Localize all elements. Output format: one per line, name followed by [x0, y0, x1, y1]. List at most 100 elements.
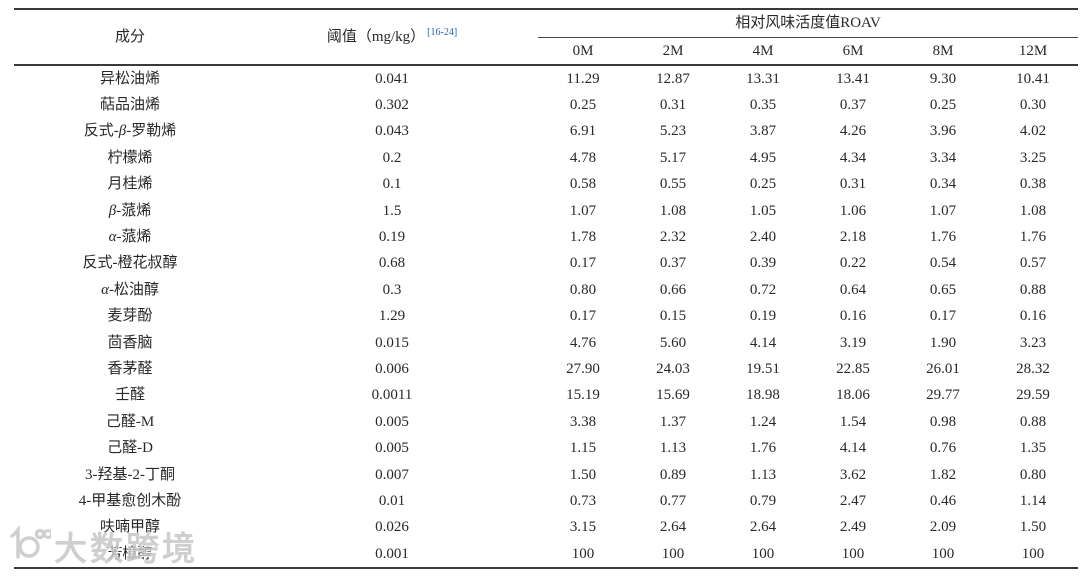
roav-value-6M: 3.19 — [839, 334, 867, 351]
roav-value-4M: 1.05 — [749, 202, 777, 219]
roav-value-2M: 1.13 — [659, 440, 687, 457]
roav-value-12M: 28.32 — [1016, 360, 1050, 377]
compound-name: 异松油烯 — [99, 70, 160, 87]
citation-link[interactable]: [16-24] — [427, 26, 458, 38]
compound-name: 芳樟醇 — [107, 545, 153, 562]
roav-value-0M: 1.07 — [569, 202, 597, 219]
roav-value-12M: 0.16 — [1019, 308, 1047, 325]
roav-value-2M: 0.89 — [659, 466, 687, 483]
roav-value-4M: 13.31 — [746, 70, 780, 87]
roav-value-6M: 2.49 — [839, 519, 867, 536]
roav-value-4M: 2.64 — [749, 519, 777, 536]
roav-value-0M: 3.15 — [569, 519, 597, 536]
roav-value-12M: 0.57 — [1019, 255, 1047, 272]
table-row: 香茅醛 0.006 27.90 24.03 19.51 22.85 26.01 28.32 — [14, 356, 1078, 382]
roav-value-2M: 0.66 — [659, 281, 687, 298]
roav-value-12M: 3.23 — [1019, 334, 1047, 351]
roav-table: 成分 阈值（mg/kg） [16-24] 相对风味活度值ROAV 0M 2M 4M 6M… — [14, 8, 1078, 570]
header-row-main: 成分 阈值（mg/kg） [16-24] 相对风味活度值ROAV — [14, 9, 1078, 44]
header-threshold: 阈值（mg/kg） [16-24] — [246, 9, 538, 65]
roav-value-6M: 4.26 — [839, 123, 867, 140]
roav-value-6M: 100 — [841, 545, 865, 562]
compound-name: 麦芽酚 — [107, 308, 153, 325]
roav-value-6M: 4.14 — [839, 440, 867, 457]
roav-value-4M: 1.13 — [749, 466, 777, 483]
threshold-value: 0.68 — [378, 255, 406, 272]
roav-value-8M: 29.77 — [926, 387, 960, 404]
roav-value-0M: 15.19 — [566, 387, 600, 404]
compound-name: 呋喃甲醇 — [99, 519, 160, 536]
table-row: 反式-橙花叔醇 0.68 0.17 0.37 0.39 0.22 0.54 0.57 — [14, 251, 1078, 277]
roav-value-0M: 4.78 — [569, 149, 597, 166]
threshold-value: 0.005 — [375, 440, 409, 457]
compound-name: 萜品油烯 — [99, 97, 160, 114]
month-header-12M: 12M — [1018, 42, 1048, 59]
roav-value-6M: 0.22 — [839, 255, 867, 272]
roav-value-0M: 4.76 — [569, 334, 597, 351]
threshold-value: 0.007 — [375, 466, 409, 483]
roav-value-8M: 0.34 — [929, 176, 957, 193]
roav-value-8M: 1.82 — [929, 466, 957, 483]
roav-value-2M: 2.32 — [659, 229, 687, 246]
roav-value-4M: 0.39 — [749, 255, 777, 272]
roav-value-4M: 0.19 — [749, 308, 777, 325]
roav-value-8M: 0.65 — [929, 281, 957, 298]
roav-value-4M: 0.79 — [749, 492, 777, 509]
compound-name: 反式-β-罗勒烯 — [83, 123, 177, 140]
roav-value-4M: 4.95 — [749, 149, 777, 166]
roav-value-6M: 4.34 — [839, 149, 867, 166]
threshold-value: 0.006 — [375, 360, 409, 377]
roav-value-2M: 15.69 — [656, 387, 690, 404]
header-threshold-label: 阈值（mg/kg） — [326, 28, 426, 45]
month-header-6M: 6M — [842, 42, 864, 59]
roav-value-12M: 0.88 — [1019, 281, 1047, 298]
roav-value-12M: 4.02 — [1019, 123, 1047, 140]
roav-value-12M: 0.80 — [1019, 466, 1047, 483]
roav-value-8M: 2.09 — [929, 519, 957, 536]
roav-value-8M: 0.76 — [929, 440, 957, 457]
roav-value-2M: 5.60 — [659, 334, 687, 351]
roav-value-12M: 29.59 — [1016, 387, 1050, 404]
threshold-value: 1.29 — [378, 308, 406, 325]
roav-value-6M: 22.85 — [836, 360, 870, 377]
roav-value-2M: 5.17 — [659, 149, 687, 166]
roav-value-4M: 2.40 — [749, 229, 777, 246]
roav-value-6M: 2.47 — [839, 492, 867, 509]
roav-value-4M: 0.72 — [749, 281, 777, 298]
roav-value-0M: 1.50 — [569, 466, 597, 483]
roav-value-8M: 100 — [931, 545, 955, 562]
table-row: 麦芽酚 1.29 0.17 0.15 0.19 0.16 0.17 0.16 — [14, 304, 1078, 330]
compound-name: 3-羟基-2-丁酮 — [85, 466, 175, 483]
roav-value-0M: 0.73 — [569, 492, 597, 509]
roav-value-2M: 0.37 — [659, 255, 687, 272]
table-row: 己醛-D 0.005 1.15 1.13 1.76 4.14 0.76 1.35 — [14, 435, 1078, 461]
roav-value-12M: 1.08 — [1019, 202, 1047, 219]
threshold-value: 1.5 — [382, 202, 402, 219]
roav-value-12M: 1.35 — [1019, 440, 1047, 457]
table-row: 柠檬烯 0.2 4.78 5.17 4.95 4.34 3.34 3.25 — [14, 145, 1078, 171]
roav-value-6M: 13.41 — [836, 70, 870, 87]
roav-value-0M: 0.17 — [569, 255, 597, 272]
header-component: 成分 — [14, 9, 246, 65]
roav-value-12M: 0.88 — [1019, 413, 1047, 430]
roav-value-12M: 0.38 — [1019, 176, 1047, 193]
month-header-2M: 2M — [662, 42, 684, 59]
compound-name: 己醛-M — [105, 413, 155, 430]
threshold-value: 0.015 — [375, 334, 409, 351]
roav-value-2M: 0.77 — [659, 492, 687, 509]
roav-value-6M: 0.16 — [839, 308, 867, 325]
roav-value-8M: 3.96 — [929, 123, 957, 140]
roav-value-2M: 0.55 — [659, 176, 687, 193]
threshold-value: 0.005 — [375, 413, 409, 430]
roav-value-12M: 0.30 — [1019, 97, 1047, 114]
roav-value-8M: 3.34 — [929, 149, 957, 166]
compound-name: 壬醛 — [114, 387, 145, 404]
roav-value-4M: 1.76 — [749, 440, 777, 457]
compound-name: 茴香脑 — [107, 334, 153, 351]
threshold-value: 0.043 — [375, 123, 409, 140]
compound-name: 香茅醛 — [107, 360, 153, 377]
month-header-4M: 4M — [752, 42, 774, 59]
table-row: 3-羟基-2-丁酮 0.007 1.50 0.89 1.13 3.62 1.82 0.80 — [14, 462, 1078, 488]
roav-value-8M: 1.90 — [929, 334, 957, 351]
